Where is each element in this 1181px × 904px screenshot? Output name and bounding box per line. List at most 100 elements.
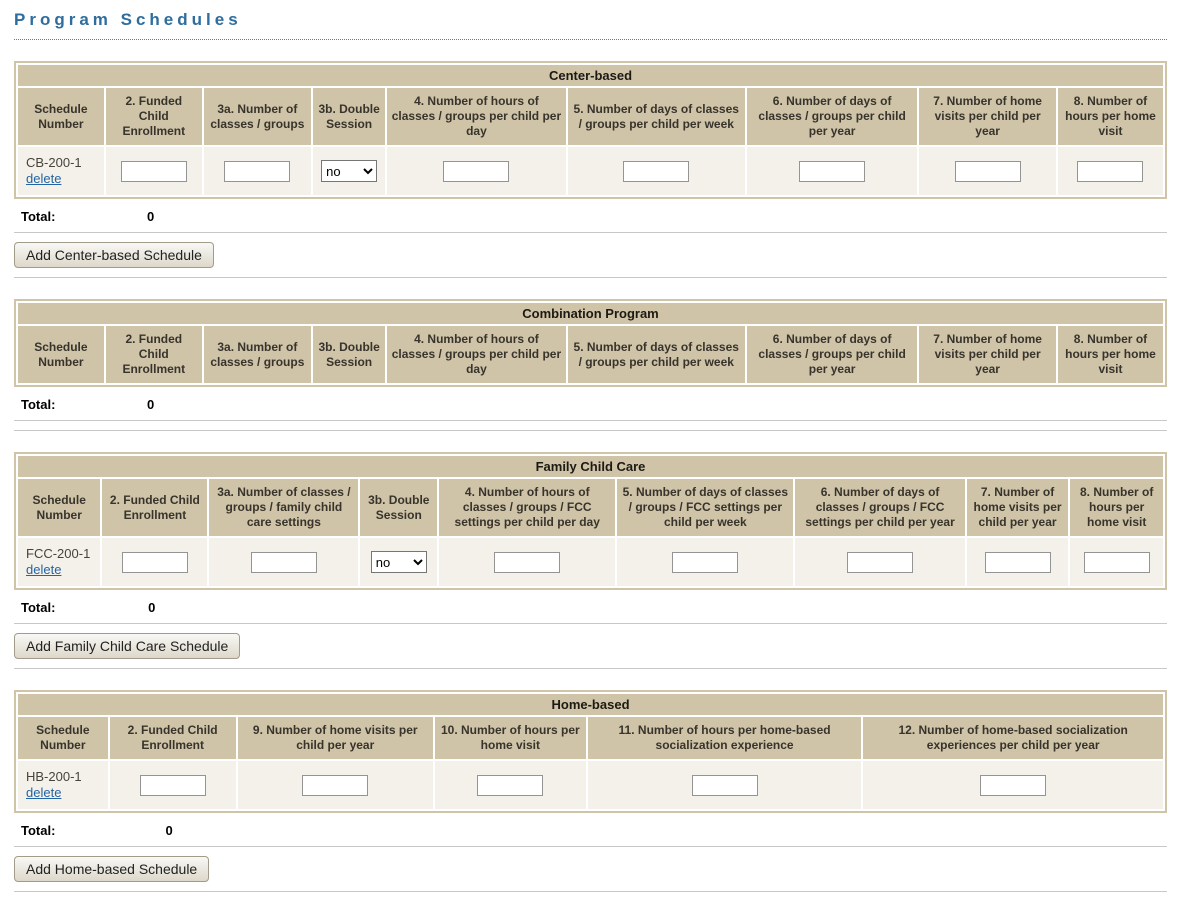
column-header: Schedule Number <box>18 717 108 759</box>
column-header: 4. Number of hours of classes / groups p… <box>387 88 566 145</box>
total-label: Total: <box>21 600 56 615</box>
column-header: 6. Number of days of classes / groups / … <box>795 479 965 536</box>
column-header: Schedule Number <box>18 326 104 383</box>
schedule-cell: CB-200-1 delete <box>18 147 104 195</box>
double-session-select[interactable]: noyes <box>370 551 427 573</box>
family-child-care-field-input[interactable] <box>250 551 317 573</box>
total-value: 0 <box>148 600 156 615</box>
field-cell <box>439 538 616 586</box>
field-cell <box>587 761 862 809</box>
divider <box>14 891 1167 892</box>
column-header: 2. Funded Child Enrollment <box>105 326 202 383</box>
family-child-care-field-input[interactable] <box>847 551 914 573</box>
divider <box>14 277 1167 278</box>
total-row: Total: 0 <box>14 600 1167 615</box>
center-based-field-input[interactable] <box>1077 160 1144 182</box>
field-cell <box>1070 538 1163 586</box>
field-cell <box>1057 147 1163 195</box>
column-header: 3a. Number of classes / groups <box>203 88 311 145</box>
family-child-care-table: Family Child Care Schedule Number 2. Funde… <box>14 452 1167 590</box>
column-header: 12. Number of home-based socialization e… <box>863 717 1163 759</box>
combination-table: Combination Program Schedule Number 2. Fun… <box>14 299 1167 387</box>
column-header: 3b. Double Session <box>313 326 386 383</box>
family-child-care-field-input[interactable] <box>494 551 561 573</box>
table-caption: Family Child Care <box>18 456 1163 477</box>
field-cell <box>434 761 586 809</box>
total-row: Total: 0 <box>14 209 1167 224</box>
add-home-based-button[interactable]: Add Home-based Schedule <box>14 856 210 882</box>
center-based-field-input[interactable] <box>120 160 187 182</box>
column-header: 6. Number of days of classes / groups pe… <box>746 326 918 383</box>
center-based-field-input[interactable] <box>443 160 510 182</box>
field-cell <box>237 761 433 809</box>
field-cell <box>105 147 202 195</box>
column-header: 5. Number of days of classes / groups pe… <box>567 326 745 383</box>
field-cell <box>919 147 1056 195</box>
center-based-table: Center-based Schedule Number 2. Funded Chi… <box>14 61 1167 199</box>
column-header: 3a. Number of classes / groups / family … <box>209 479 359 536</box>
field-cell <box>795 538 965 586</box>
add-center-based-button[interactable]: Add Center-based Schedule <box>14 242 214 268</box>
table-caption: Center-based <box>18 65 1163 86</box>
column-header: 5. Number of days of classes / groups / … <box>617 479 794 536</box>
section-family-child-care: Family Child Care Schedule Number 2. Funde… <box>14 452 1167 669</box>
column-header: 2. Funded Child Enrollment <box>105 88 202 145</box>
column-header: 8. Number of hours per home visit <box>1070 479 1163 536</box>
family-child-care-field-input[interactable] <box>121 551 188 573</box>
delete-link[interactable]: delete <box>26 171 62 186</box>
delete-link[interactable]: delete <box>26 785 62 800</box>
home-based-field-input[interactable] <box>302 774 369 796</box>
total-label: Total: <box>21 823 56 838</box>
field-cell: noyes <box>360 538 438 586</box>
field-cell <box>567 147 745 195</box>
field-cell <box>209 538 359 586</box>
divider <box>14 623 1167 624</box>
column-header: 6. Number of days of classes / groups pe… <box>746 88 918 145</box>
home-based-field-input[interactable] <box>477 774 544 796</box>
column-header: 11. Number of hours per home-based socia… <box>587 717 862 759</box>
column-header: 3a. Number of classes / groups <box>203 326 311 383</box>
column-header: 8. Number of hours per home visit <box>1057 326 1163 383</box>
column-header: 2. Funded Child Enrollment <box>109 717 236 759</box>
center-based-field-input[interactable] <box>954 160 1021 182</box>
family-child-care-field-input[interactable] <box>1083 551 1150 573</box>
center-based-field-input[interactable] <box>799 160 866 182</box>
column-header: 5. Number of days of classes / groups pe… <box>567 88 745 145</box>
column-header: 4. Number of hours of classes / groups /… <box>439 479 616 536</box>
column-header: 3b. Double Session <box>313 88 386 145</box>
column-header: Schedule Number <box>18 88 104 145</box>
table-caption: Home-based <box>18 694 1163 715</box>
total-label: Total: <box>21 397 56 412</box>
double-session-select[interactable]: noyes <box>321 160 378 182</box>
column-header: 2. Funded Child Enrollment <box>102 479 208 536</box>
table-row: HB-200-1 delete <box>18 761 1163 809</box>
total-value: 0 <box>147 397 155 412</box>
center-based-field-input[interactable] <box>623 160 690 182</box>
total-row: Total: 0 <box>14 397 1167 412</box>
divider <box>14 430 1167 431</box>
home-based-field-input[interactable] <box>691 774 758 796</box>
delete-link[interactable]: delete <box>26 562 62 577</box>
home-based-table: Home-based Schedule Number 2. Funded Child… <box>14 690 1167 813</box>
home-based-field-input[interactable] <box>139 774 206 796</box>
schedule-number: CB-200-1 <box>26 155 82 170</box>
divider <box>14 232 1167 233</box>
family-child-care-field-input[interactable] <box>984 551 1051 573</box>
column-header: 8. Number of hours per home visit <box>1057 88 1163 145</box>
schedule-number: FCC-200-1 <box>26 546 91 561</box>
family-child-care-field-input[interactable] <box>672 551 739 573</box>
column-header: 4. Number of hours of classes / groups p… <box>387 326 566 383</box>
sections-container: Center-based Schedule Number 2. Funded Chi… <box>14 61 1167 892</box>
center-based-field-input[interactable] <box>224 160 291 182</box>
field-cell <box>102 538 208 586</box>
field-cell <box>966 538 1069 586</box>
field-cell <box>109 761 236 809</box>
field-cell <box>863 761 1163 809</box>
section-home-based: Home-based Schedule Number 2. Funded Child… <box>14 690 1167 892</box>
add-family-child-care-button[interactable]: Add Family Child Care Schedule <box>14 633 241 659</box>
page-title: Program Schedules <box>14 8 1167 40</box>
home-based-field-input[interactable] <box>980 774 1047 796</box>
table-caption: Combination Program <box>18 303 1163 324</box>
column-header: 3b. Double Session <box>360 479 438 536</box>
